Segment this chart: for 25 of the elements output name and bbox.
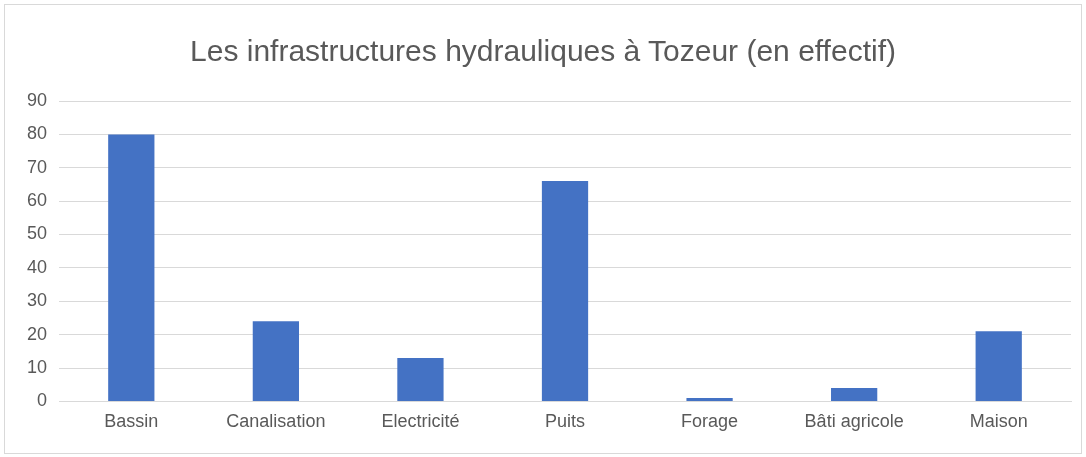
y-tick-label: 10: [26, 356, 48, 377]
y-tick-label: 80: [26, 123, 48, 144]
bar: [108, 134, 155, 401]
bar: [252, 321, 300, 401]
y-tick-label: 20: [26, 323, 48, 344]
x-tick-label: Maison: [969, 411, 1028, 432]
y-tick-label: 90: [26, 89, 48, 110]
x-tick-label: Bâti agricole: [804, 411, 904, 432]
x-tick-label: Forage: [681, 411, 739, 432]
y-tick-label: 40: [26, 256, 48, 277]
y-tick-label: 30: [26, 290, 48, 311]
chart-title: Les infrastructures hydrauliques à Tozeur (en effectif): [190, 34, 896, 68]
x-tick-label: Puits: [545, 411, 586, 432]
bar: [975, 331, 1022, 401]
x-tick-label: Electricité: [381, 411, 460, 432]
y-tick-label: 0: [37, 390, 48, 411]
x-tick-label: Bassin: [104, 411, 159, 432]
bar: [831, 388, 878, 401]
bar: [541, 181, 589, 401]
x-tick-label: Canalisation: [226, 411, 326, 432]
y-tick-label: 50: [26, 223, 48, 244]
y-tick-label: 60: [26, 190, 48, 211]
y-tick-label: 70: [26, 156, 48, 177]
bar: [686, 398, 733, 401]
bar: [397, 358, 444, 401]
